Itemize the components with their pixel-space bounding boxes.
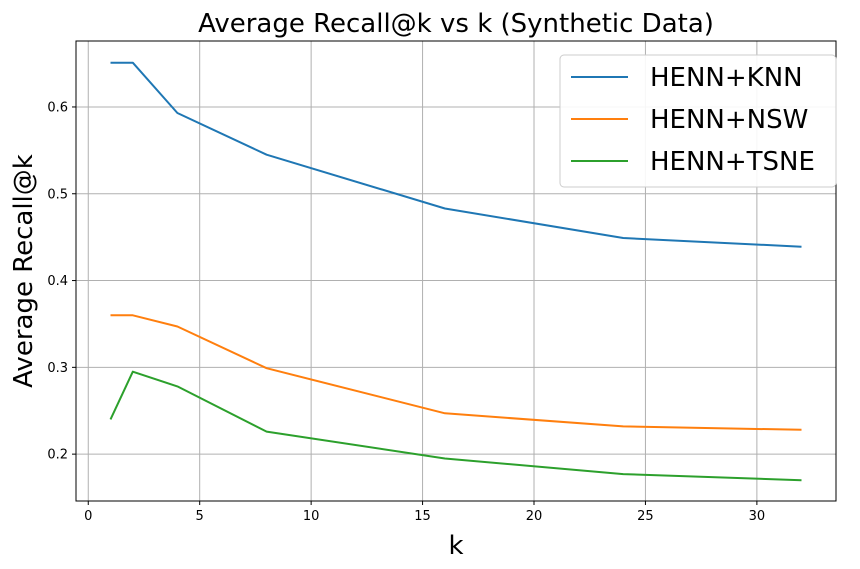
y-tick-label: 0.5 [47, 187, 68, 202]
chart-title: Average Recall@k vs k (Synthetic Data) [198, 9, 714, 39]
series-line-0 [110, 61, 802, 248]
x-tick-label: 5 [196, 509, 204, 524]
legend-box [559, 54, 837, 188]
legend-label: HENN+NSW [650, 105, 808, 135]
x-tick-label: 10 [303, 509, 320, 524]
legend: HENN+KNN HENN+NSW HENN+TSNE [559, 54, 837, 188]
y-tick-label: 0.6 [47, 100, 68, 115]
y-tick-label: 0.4 [47, 274, 68, 289]
y-tick-label: 0.2 [47, 448, 68, 463]
series-lines [109, 61, 802, 482]
x-tick-label: 25 [637, 509, 654, 524]
x-tick-label: 0 [84, 509, 92, 524]
x-tick-label: 30 [749, 509, 766, 524]
legend-label: HENN+TSNE [650, 147, 815, 177]
x-tick-label: 20 [526, 509, 543, 524]
y-tick-label: 0.3 [47, 361, 68, 376]
axis-ticks: 0 5 10 15 20 25 30 0.2 0.3 0.4 0.5 0.6 [47, 100, 765, 524]
legend-label: HENN+KNN [650, 63, 803, 93]
plot-frame [75, 40, 837, 502]
grid [76, 41, 836, 501]
x-axis-label: k [448, 531, 463, 561]
x-tick-label: 15 [414, 509, 431, 524]
y-axis-label: Average Recall@k [9, 154, 39, 388]
series-line-2 [109, 370, 802, 482]
series-line-1 [110, 314, 802, 431]
